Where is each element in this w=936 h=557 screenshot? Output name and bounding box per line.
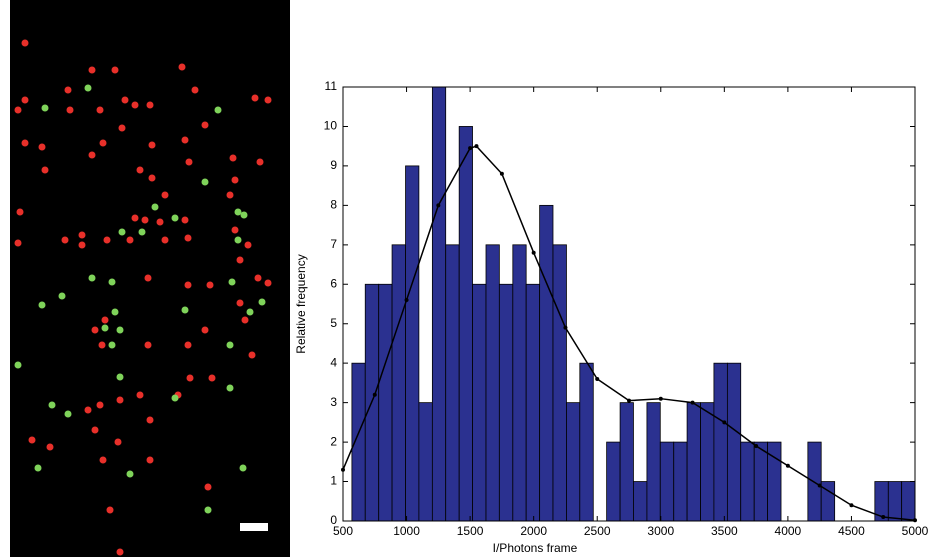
bar: [687, 403, 700, 521]
bar: [674, 442, 687, 521]
fit-point: [722, 420, 726, 424]
x-axis-label: I/Photons frame: [493, 541, 578, 555]
y-tick-label: 5: [330, 316, 337, 330]
fit-point: [595, 377, 599, 381]
bar: [446, 245, 459, 521]
bar: [647, 403, 660, 521]
bar: [741, 442, 754, 521]
fit-point: [849, 503, 853, 507]
bar: [459, 126, 472, 521]
y-tick-label: 10: [324, 119, 338, 133]
bar: [419, 403, 432, 521]
scale-bar: [240, 523, 268, 531]
y-tick-label: 6: [330, 276, 337, 290]
x-tick-label: 2000: [520, 524, 547, 538]
fit-point: [881, 515, 885, 519]
fit-point: [532, 251, 536, 255]
y-tick-label: 4: [330, 355, 337, 369]
fit-point: [786, 464, 790, 468]
y-tick-label: 9: [330, 158, 337, 172]
bar: [633, 482, 646, 521]
bar: [406, 166, 419, 521]
fit-point: [405, 298, 409, 302]
bar: [714, 363, 727, 521]
bar: [526, 284, 539, 521]
x-tick-label: 4500: [838, 524, 865, 538]
fit-point: [436, 203, 440, 207]
y-tick-label: 8: [330, 198, 337, 212]
bar: [499, 284, 512, 521]
x-tick-label: 3500: [711, 524, 738, 538]
bar: [701, 403, 714, 521]
bar: [540, 205, 553, 521]
bar: [553, 245, 566, 521]
bar: [902, 482, 915, 521]
bar: [392, 245, 405, 521]
fit-point: [468, 146, 472, 150]
y-axis-label: Relative frequency: [294, 254, 308, 353]
fit-point: [474, 144, 478, 148]
x-tick-label: 1500: [457, 524, 484, 538]
y-tick-label: 7: [330, 237, 337, 251]
x-tick-label: 3000: [647, 524, 674, 538]
bar: [888, 482, 901, 521]
y-tick-label: 2: [330, 434, 337, 448]
x-tick-label: 1000: [393, 524, 420, 538]
fit-point: [818, 483, 822, 487]
bar: [566, 403, 579, 521]
figure: I/Photons frame Relative frequency 01234…: [0, 0, 936, 557]
bar: [754, 442, 767, 521]
bar: [513, 245, 526, 521]
bar: [727, 363, 740, 521]
y-tick-label: 11: [325, 79, 338, 93]
bar: [432, 87, 445, 521]
bar: [660, 442, 673, 521]
bar: [379, 284, 392, 521]
fit-point: [500, 172, 504, 176]
y-tick-label: 1: [330, 474, 337, 488]
x-tick-label: 4000: [775, 524, 802, 538]
fit-point: [754, 444, 758, 448]
fit-point: [373, 393, 377, 397]
bar: [486, 245, 499, 521]
bar: [580, 363, 593, 521]
x-tick-label: 500: [333, 524, 353, 538]
fit-point: [627, 399, 631, 403]
fit-point: [691, 401, 695, 405]
y-tick-label: 3: [330, 395, 337, 409]
x-tick-label: 2500: [584, 524, 611, 538]
fit-point: [563, 326, 567, 330]
x-tick-label: 5000: [902, 524, 929, 538]
bar: [473, 284, 486, 521]
bar: [607, 442, 620, 521]
bar: [620, 403, 633, 521]
fit-point: [659, 397, 663, 401]
